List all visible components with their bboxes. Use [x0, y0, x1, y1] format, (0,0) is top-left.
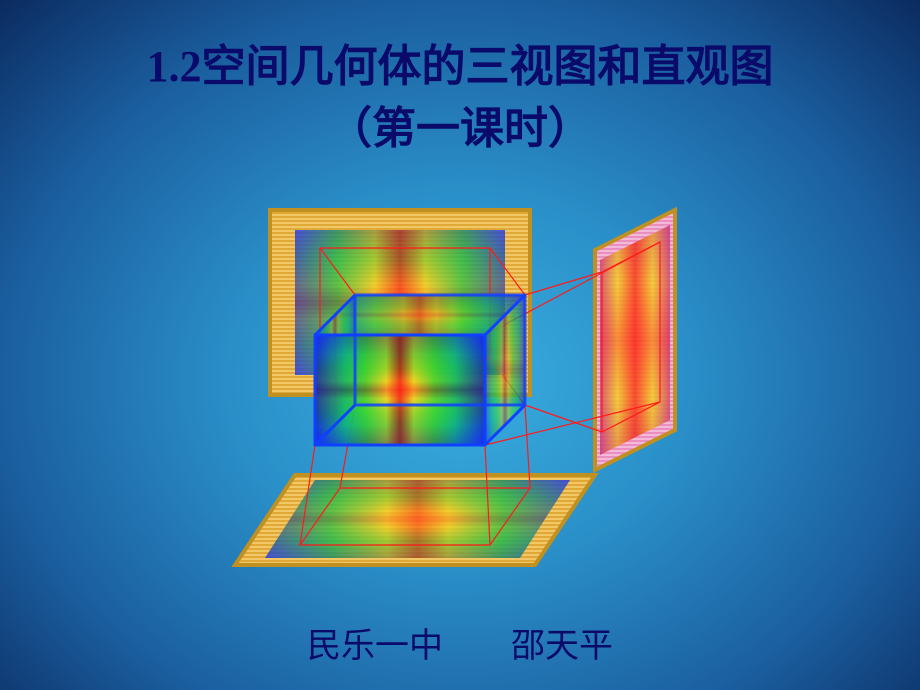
three-view-diagram — [200, 180, 720, 580]
footer-author: 邵天平 — [511, 628, 613, 665]
slide-title-line2: （第一课时） — [0, 92, 920, 156]
slide-title-line1: 1.2空间几何体的三视图和直观图 — [0, 30, 920, 94]
slide-root: 1.2空间几何体的三视图和直观图 （第一课时） 民乐一中 邵天平 — [0, 0, 920, 690]
footer-school: 民乐一中 — [307, 628, 443, 665]
footer-gap — [443, 628, 511, 665]
diagram-svg — [200, 180, 720, 580]
slide-footer: 民乐一中 邵天平 — [0, 618, 920, 667]
